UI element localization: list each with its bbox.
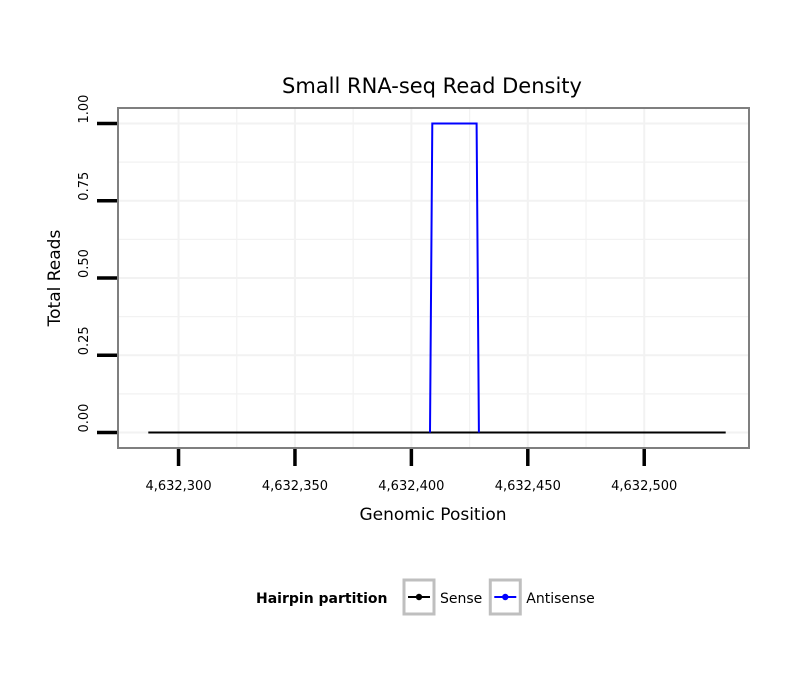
x-axis-title: Genomic Position	[359, 505, 506, 525]
y-tick-label: 0.50	[77, 249, 92, 278]
legend-key-point	[502, 593, 509, 601]
plot-panel-border	[117, 107, 750, 449]
y-tick-label: 0.25	[77, 326, 92, 355]
legend-item-sense: Sense	[402, 578, 482, 616]
legend-title: Hairpin partition	[256, 591, 387, 607]
x-tick-label: 4,632,400	[378, 479, 444, 494]
grid	[119, 109, 748, 447]
x-tick-label: 4,632,500	[611, 479, 677, 494]
series-layer	[148, 122, 726, 434]
x-tick-label: 4,632,350	[262, 479, 328, 494]
x-tick-label: 4,632,450	[495, 479, 561, 494]
y-axis-title: Total Reads	[45, 230, 65, 328]
chart-title: Small RNA-seq Read Density	[282, 74, 582, 98]
legend-item-antisense: Antisense	[488, 578, 595, 616]
legend-label: Sense	[440, 591, 482, 607]
series-line-antisense	[429, 122, 480, 433]
y-tick-label: 1.00	[77, 95, 92, 124]
y-tick-label: 0.00	[77, 404, 92, 433]
y-axis: 0.00 0.25 0.50 0.75 1.00	[77, 95, 117, 435]
legend-key-point	[415, 593, 423, 601]
legend: Hairpin partition Sense Antisense	[256, 578, 595, 616]
legend-label: Antisense	[526, 591, 595, 607]
legend-items: Sense Antisense	[402, 578, 595, 616]
x-axis: 4,632,300 4,632,350 4,632,400 4,632,450 4,63…	[145, 449, 677, 494]
y-tick-label: 0.75	[77, 172, 92, 201]
x-tick-label: 4,632,300	[145, 479, 211, 494]
